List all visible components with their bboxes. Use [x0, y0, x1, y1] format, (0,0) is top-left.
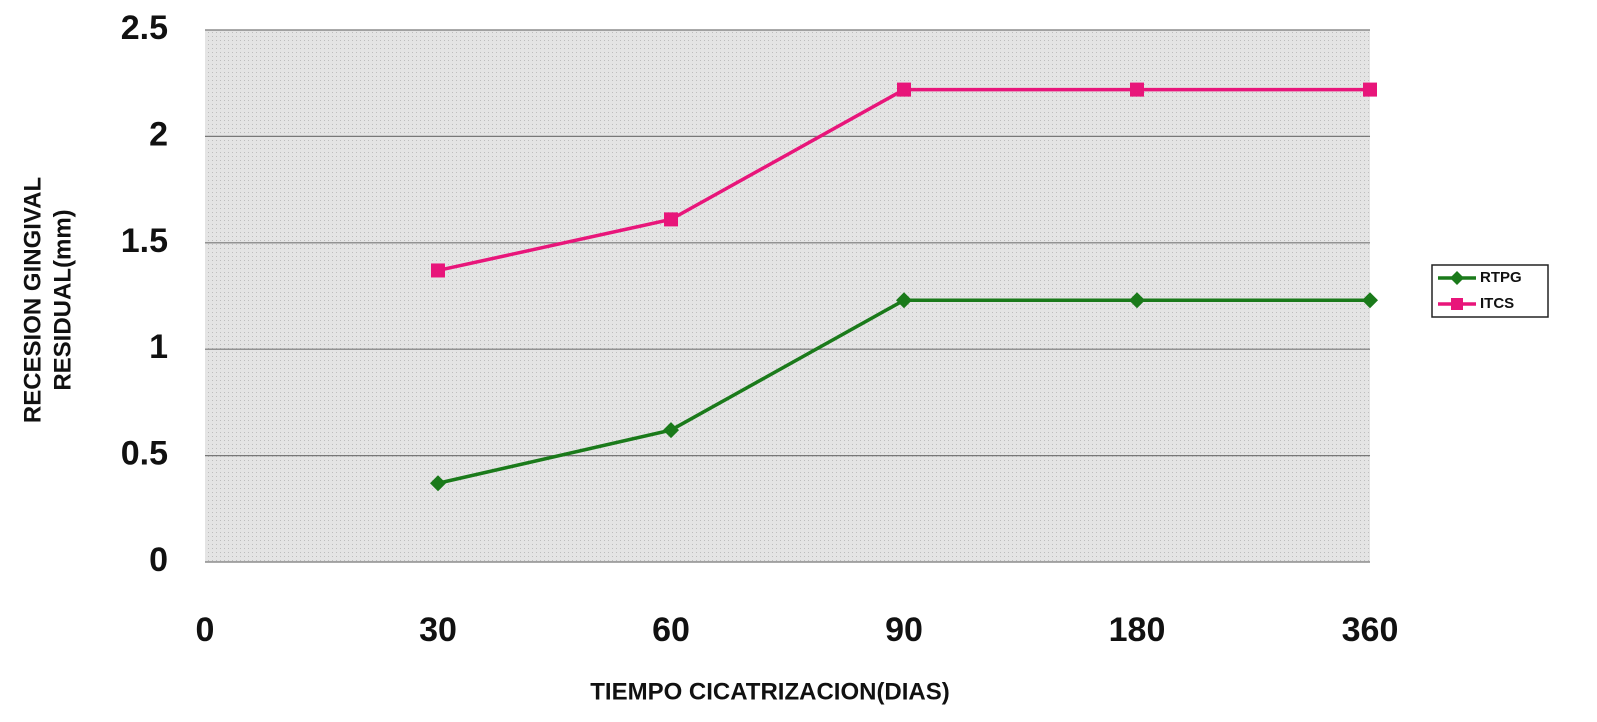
- y-tick-label: 1: [149, 328, 168, 366]
- x-axis-label: TIEMPO CICATRIZACION(DIAS): [590, 678, 950, 705]
- legend-label: RTPG: [1480, 269, 1522, 286]
- x-tick-label: 0: [196, 611, 215, 649]
- marker: [664, 212, 678, 227]
- y-tick-label: 0: [149, 541, 168, 579]
- y-tick-label: 2.5: [121, 9, 168, 47]
- legend-marker: [1450, 271, 1464, 285]
- legend-marker: [1451, 298, 1463, 310]
- plot-area: [205, 30, 1370, 562]
- marker: [1363, 82, 1377, 97]
- y-axis-label: RECESION GINGIVAL: [19, 177, 46, 423]
- x-tick-label: 360: [1342, 611, 1399, 649]
- marker: [1129, 292, 1145, 309]
- marker: [897, 82, 911, 97]
- legend-box: [1431, 264, 1549, 318]
- marker: [430, 475, 446, 492]
- marker: [663, 422, 679, 439]
- y-axis-label: RESIDUAL(mm): [49, 209, 76, 390]
- marker: [1130, 82, 1144, 97]
- marker: [896, 292, 912, 309]
- x-tick-label: 30: [419, 611, 457, 649]
- marker: [431, 263, 445, 278]
- x-tick-label: 90: [885, 611, 923, 649]
- y-tick-label: 2: [149, 115, 168, 153]
- x-tick-label: 60: [652, 611, 690, 649]
- y-tick-label: 0.5: [121, 435, 168, 473]
- legend-label: ITCS: [1480, 295, 1514, 312]
- x-tick-label: 180: [1109, 611, 1166, 649]
- y-tick-label: 1.5: [121, 222, 168, 260]
- marker: [1362, 292, 1378, 309]
